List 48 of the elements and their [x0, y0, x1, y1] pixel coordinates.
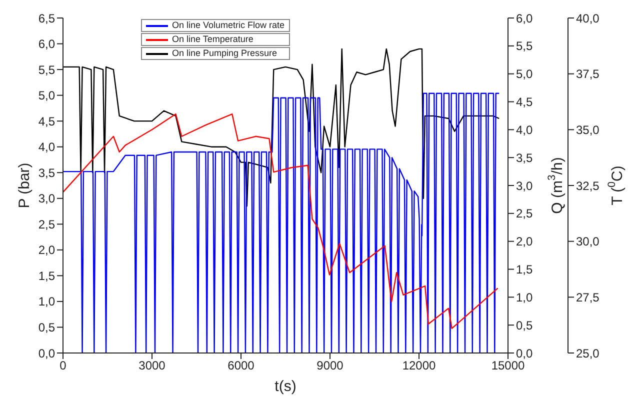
legend-label: On line Temperature: [172, 34, 254, 45]
legend-label: On line Volumetric Flow rate: [172, 20, 285, 31]
y2-tick-label: 2,5: [516, 206, 534, 221]
y3-tick-label: 27,5: [576, 290, 600, 304]
y-tick-label: 0,5: [38, 320, 56, 334]
y2-tick-label: 3,0: [516, 178, 534, 193]
y2-tick-label: 3,5: [516, 150, 534, 165]
y2-tick-label: 4,0: [516, 122, 534, 137]
x-tick-label: 6000: [228, 358, 255, 373]
y3-tick-label: 40,0: [576, 11, 600, 26]
y-tick-label: 5,5: [38, 62, 56, 77]
y2-tick-label: 4,5: [516, 95, 534, 110]
x-tick-label: 3000: [138, 358, 166, 373]
y3-tick-label: 37,5: [576, 67, 600, 82]
y2-tick-label: 1,5: [516, 262, 534, 277]
y2-tick-label: 6,0: [516, 11, 534, 26]
y-tick-label: 6,0: [38, 37, 56, 52]
line-series: [63, 92, 500, 353]
y-tick-label: 2,0: [38, 243, 56, 258]
y-tick-label: 1,0: [38, 294, 56, 309]
y2-tick-label: 5,5: [516, 39, 534, 54]
y3-tick-label: 30,0: [576, 234, 600, 249]
y3-tick-label: 32,5: [576, 178, 600, 193]
line-series: [63, 113, 498, 330]
x-tick-label: 0: [60, 358, 67, 373]
y2-tick-label: 5,0: [516, 67, 534, 82]
y2-tick-label: 0,5: [516, 318, 534, 332]
legend-label: On line Pumping Pressure: [172, 48, 278, 59]
y-tick-label: 5,0: [38, 88, 56, 103]
y-tick-label: 3,0: [38, 192, 56, 206]
line-series: [63, 48, 500, 207]
y-tick-label: 6,5: [38, 11, 56, 26]
y-tick-label: 1,5: [38, 268, 56, 283]
y2-tick-label: 0,0: [516, 346, 534, 360]
x-tick-label: 15000: [491, 358, 526, 373]
x-tick-label: 12000: [402, 358, 436, 373]
y3-tick-label: 35,0: [576, 122, 600, 137]
y-tick-label: 3,5: [38, 166, 56, 180]
y2-tick-label: 1,0: [516, 290, 534, 304]
y-tick-label: 2,5: [38, 217, 56, 232]
y-tick-label: 0,0: [38, 346, 56, 360]
x-tick-label: 9000: [316, 358, 344, 373]
y2-tick-label: 2,0: [516, 234, 534, 249]
y-axis-title: P (bar): [16, 162, 33, 208]
x-axis-title: t(s): [274, 378, 296, 395]
y-tick-label: 4,5: [38, 114, 56, 128]
y3-tick-label: 25,0: [576, 346, 600, 360]
y-tick-label: 4,0: [38, 140, 56, 154]
